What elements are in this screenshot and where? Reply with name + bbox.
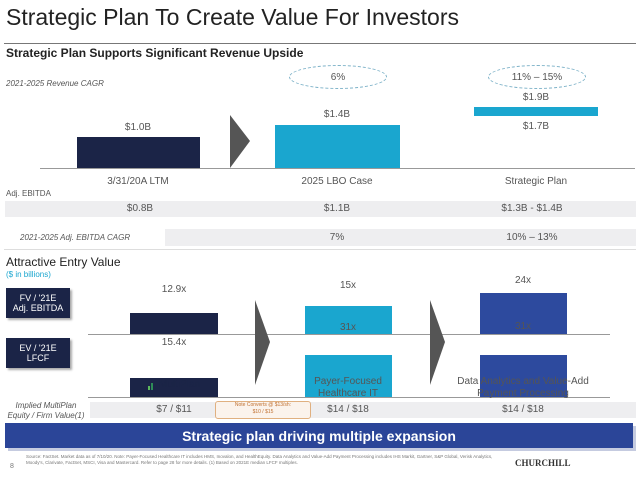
category-line: Data Analytics and Value-Add (457, 376, 589, 387)
implied-label: Implied MultiPlan Equity / Firm Value(1) (7, 401, 84, 421)
bar-label-ltm: $1.0B (124, 122, 152, 133)
logo-text: MultiPlan (159, 379, 201, 390)
ebitda-cagr-label: 2021-2025 Adj. EBITDA CAGR (20, 233, 131, 242)
label-multiplan-ebitda: 12.9x (161, 284, 187, 295)
note-line: $10 / $15 (252, 409, 274, 415)
category-lbo: 2025 LBO Case (301, 176, 373, 187)
revenue-baseline (40, 168, 635, 169)
category-line: Payment Processing (477, 388, 569, 399)
ebitda-cagr-strategic: 10% – 13% (506, 232, 558, 243)
logo-bars-icon (148, 380, 156, 390)
implied-label-line: Implied MultiPlan (15, 401, 77, 410)
category-ltm: 3/31/20A LTM (107, 176, 169, 187)
bar-ltm (77, 137, 200, 168)
churchill-logo: CHURCHILL (515, 458, 571, 468)
implied-multiplan: $7 / $11 (156, 404, 192, 415)
category-line: Payer-Focused (314, 376, 382, 387)
ebitda-label: Adj. EBITDA (6, 189, 51, 198)
ebitda-cagr-lbo: 7% (329, 232, 345, 243)
label-payer-lfcf: 31x (339, 322, 357, 333)
row-label-ebitda: FV / '21E Adj. EBITDA (6, 288, 70, 318)
bar-payer-ebitda (305, 306, 392, 334)
footnote: Source: FactSet. Market data as of 7/10/… (26, 454, 493, 465)
cagr-oval-lbo: 6% (289, 65, 387, 89)
bar-multiplan-lfcf (130, 378, 218, 397)
bar-data-ebitda (480, 293, 567, 334)
revenue-cagr-label: 2021-2025 Revenue CAGR (6, 79, 104, 88)
ebitda-cagr-row (165, 229, 636, 246)
bar-lbo (275, 125, 400, 168)
implied-label-line: Equity / Firm Value(1) (7, 411, 85, 420)
page-title: Strategic Plan To Create Value For Inves… (6, 4, 459, 30)
row-label-line: Adj. EBITDA (12, 303, 64, 313)
bar-data-lfcf (480, 355, 567, 397)
page-number: 8 (10, 463, 14, 470)
baseline-ebitda (88, 334, 610, 335)
section2-title: Attractive Entry Value (6, 255, 121, 269)
category-line: Healthcare IT (317, 388, 379, 399)
arrow-icon (230, 115, 250, 168)
label-multiplan-lfcf: 15.4x (161, 337, 187, 348)
cagr-oval-strategic: 11% – 15% (488, 65, 586, 89)
row-label-line: LFCF (26, 353, 50, 363)
ebitda-lbo: $1.1B (323, 203, 351, 214)
divider (4, 249, 636, 250)
bar-label-low: $1.7B (522, 121, 550, 132)
row-label-line: FV / '21E (19, 293, 57, 303)
banner: Strategic plan driving multiple expansio… (5, 423, 633, 448)
ebitda-row (5, 201, 636, 217)
category-data: Data Analytics and Value-Add Payment Proc… (457, 376, 589, 400)
bar-strategic-range (474, 107, 598, 116)
row-label-line: EV / '21E (19, 343, 57, 353)
category-strategic: Strategic Plan (504, 176, 568, 187)
bar-payer-lfcf (305, 355, 392, 397)
implied-data: $14 / $18 (502, 404, 544, 415)
title-rule (4, 43, 636, 44)
arrow-icon (255, 300, 270, 385)
label-data-ebitda: 24x (514, 275, 532, 286)
note-box: Note Converts @ $13/sh: $10 / $15 (215, 401, 311, 419)
bar-label-high: $1.9B (522, 92, 550, 103)
section1-title: Strategic Plan Supports Significant Reve… (6, 46, 304, 60)
bar-multiplan-ebitda (130, 313, 218, 334)
multiplan-logo: MultiPlan (148, 379, 200, 390)
implied-payer: $14 / $18 (327, 404, 369, 415)
label-data-lfcf: 31x (514, 321, 532, 332)
label-payer-ebitda: 15x (339, 280, 357, 291)
ebitda-strategic: $1.3B - $1.4B (501, 203, 563, 214)
ebitda-ltm: $0.8B (126, 203, 154, 214)
note-line: Note Converts @ $13/sh: (234, 402, 292, 408)
baseline-lfcf (88, 397, 610, 398)
arrow-icon (430, 300, 445, 385)
unit-label: ($ in billions) (6, 270, 51, 279)
category-payer: Payer-Focused Healthcare IT (314, 376, 382, 400)
row-label-lfcf: EV / '21E LFCF (6, 338, 70, 368)
bar-label-lbo: $1.4B (323, 109, 351, 120)
